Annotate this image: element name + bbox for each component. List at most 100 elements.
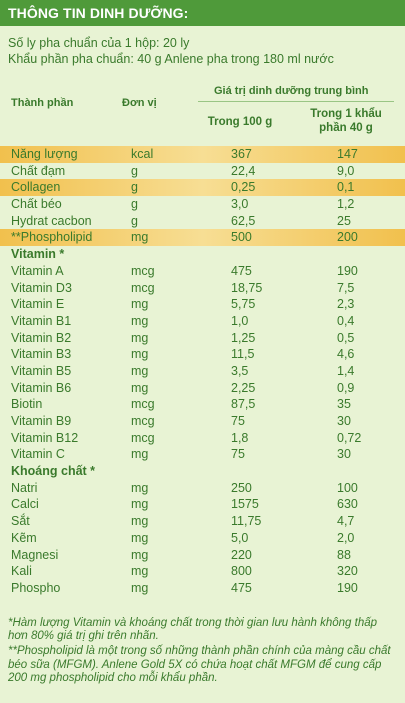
per100-cell: 250 — [231, 480, 252, 495]
col-header-per100: Trong 100 g — [207, 116, 273, 128]
ingredient-cell: Vitamin E — [11, 297, 65, 312]
ingredient-cell: Phospho — [11, 580, 61, 595]
perserving-cell: 88 — [337, 547, 351, 562]
ingredient-cell: Khoáng chất * — [11, 464, 96, 479]
table-row: Kali mg 800 320 — [0, 563, 405, 580]
ingredient-cell: Natri — [11, 480, 38, 495]
per100-cell: 11,75 — [231, 514, 262, 529]
per100-cell: 75 — [231, 447, 245, 462]
unit-cell: mcg — [131, 280, 155, 295]
header-divider — [198, 101, 394, 102]
per100-cell: 3,5 — [231, 363, 249, 378]
table-row: Sắt mg 11,75 4,7 — [0, 513, 405, 530]
table-row: Vitamin B6 mg 2,25 0,9 — [0, 380, 405, 397]
unit-cell: mg — [131, 380, 149, 395]
perserving-cell: 35 — [337, 397, 351, 412]
perserving-cell: 2,0 — [337, 530, 355, 545]
per100-cell: 2,25 — [231, 380, 256, 395]
per100-cell: 75 — [231, 414, 245, 428]
unit-cell: mg — [131, 297, 149, 312]
perserving-cell: 25 — [337, 213, 351, 228]
per100-cell: 367 — [231, 147, 252, 161]
perserving-cell: 2,3 — [337, 297, 355, 312]
perserving-cell: 30 — [337, 414, 351, 428]
panel-title: THÔNG TIN DINH DƯỠNG: — [0, 0, 405, 26]
table-row: Vitamin B3 mg 11,5 4,6 — [0, 346, 405, 363]
table-row: Calci mg 1575 630 — [0, 496, 405, 513]
ingredient-cell: Collagen — [11, 180, 61, 195]
nutrition-table: Năng lượng kcal 367 147 Chất đạm g 22,4 9,0 Coll… — [0, 146, 405, 597]
serving-size: Khẩu phần pha chuẩn: 40 g Anlene pha tro… — [8, 52, 334, 66]
per100-cell: 5,0 — [231, 530, 249, 545]
col-header-unit: Đơn vị — [122, 97, 157, 109]
unit-cell: mg — [131, 580, 149, 595]
section-header-row: Vitamin * — [0, 246, 405, 263]
per100-cell: 475 — [231, 580, 252, 595]
table-row: Chất đạm g 22,4 9,0 — [0, 163, 405, 180]
servings-per-box: Số ly pha chuẩn của 1 hộp: 20 ly — [8, 36, 190, 50]
unit-cell: mg — [131, 230, 149, 245]
ingredient-cell: Vitamin A — [11, 263, 64, 278]
ingredient-cell: Sắt — [11, 514, 30, 529]
unit-cell: g — [131, 180, 138, 195]
per100-cell: 800 — [231, 564, 252, 579]
unit-cell: mg — [131, 497, 149, 512]
table-row: Vitamin B2 mg 1,25 0,5 — [0, 330, 405, 347]
intro-block: Số ly pha chuẩn của 1 hộp: 20 ly Khẩu ph… — [8, 35, 334, 67]
perserving-cell: 30 — [337, 447, 351, 462]
per100-cell: 5,75 — [231, 297, 256, 312]
unit-cell: mcg — [131, 263, 155, 278]
ingredient-cell: Chất béo — [11, 197, 62, 212]
ingredient-cell: Năng lượng — [11, 147, 78, 161]
unit-cell: mg — [131, 564, 149, 579]
table-row: Vitamin B12 mcg 1,8 0,72 — [0, 430, 405, 447]
unit-cell: mg — [131, 547, 149, 562]
perserving-cell: 0,1 — [337, 180, 355, 195]
perserving-cell: 4,7 — [337, 514, 355, 529]
unit-cell: mg — [131, 480, 149, 495]
unit-cell: mg — [131, 363, 149, 378]
unit-cell: g — [131, 163, 138, 178]
table-row: Collagen g 0,25 0,1 — [0, 179, 405, 197]
ingredient-cell: Chất đạm — [11, 163, 66, 178]
ingredient-cell: Vitamin * — [11, 247, 65, 262]
ingredient-cell: Magnesi — [11, 547, 59, 562]
ingredient-cell: Vitamin B1 — [11, 313, 72, 328]
perserving-cell: 0,4 — [337, 313, 355, 328]
ingredient-cell: Calci — [11, 497, 39, 512]
perserving-cell: 7,5 — [337, 280, 355, 295]
table-row: Năng lượng kcal 367 147 — [0, 146, 405, 163]
table-row: Kẽm mg 5,0 2,0 — [0, 530, 405, 547]
per100-cell: 87,5 — [231, 397, 256, 412]
perserving-cell: 630 — [337, 497, 358, 512]
col-header-perserving-line1: Trong 1 khẩu — [310, 108, 382, 120]
table-row: Vitamin B5 mg 3,5 1,4 — [0, 363, 405, 380]
table-row: Vitamin A mcg 475 190 — [0, 263, 405, 280]
footnote-phospholipid: **Phospholipid là một trong số những thà… — [8, 645, 391, 684]
unit-cell: g — [131, 213, 138, 228]
ingredient-cell: **Phospholipid — [11, 230, 93, 245]
table-row: Vitamin B1 mg 1,0 0,4 — [0, 313, 405, 330]
perserving-cell: 1,4 — [337, 363, 355, 378]
per100-cell: 475 — [231, 263, 252, 278]
ingredient-cell: Vitamin B5 — [11, 363, 72, 378]
table-row: Vitamin D3 mcg 18,75 7,5 — [0, 280, 405, 297]
unit-cell: mcg — [131, 414, 155, 428]
unit-cell: mg — [131, 347, 149, 362]
ingredient-cell: Vitamin C — [11, 447, 65, 462]
per100-cell: 22,4 — [231, 163, 256, 178]
perserving-cell: 320 — [337, 564, 358, 579]
footnotes: *Hàm lượng Vitamin và khoáng chất trong … — [8, 617, 398, 685]
table-row: Phospho mg 475 190 — [0, 580, 405, 597]
per100-cell: 3,0 — [231, 197, 249, 212]
table-row: Hydrat cacbon g 62,5 25 — [0, 213, 405, 230]
unit-cell: mcg — [131, 430, 155, 445]
unit-cell: mg — [131, 313, 149, 328]
ingredient-cell: Vitamin B12 — [11, 430, 79, 445]
table-row: Magnesi mg 220 88 — [0, 547, 405, 564]
unit-cell: mg — [131, 447, 149, 462]
unit-cell: mg — [131, 514, 149, 529]
perserving-cell: 1,2 — [337, 197, 355, 212]
per100-cell: 1,25 — [231, 330, 256, 345]
